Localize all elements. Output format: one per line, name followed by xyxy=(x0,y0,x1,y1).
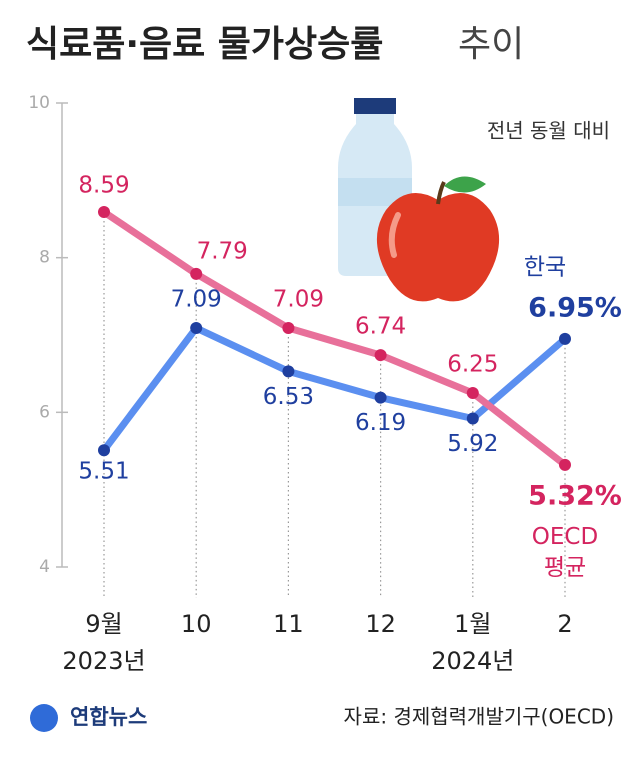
y-tick-label: 4 xyxy=(39,557,50,577)
x-tick-label: 11 xyxy=(273,610,304,638)
data-point xyxy=(559,332,571,345)
value-label: 6.19 xyxy=(355,410,406,436)
data-point xyxy=(190,267,203,280)
value-label: 7.79 xyxy=(197,238,248,264)
value-label: 5.51 xyxy=(78,459,129,485)
x-tick-label: 9월 xyxy=(85,610,122,638)
x-tick-label: 12 xyxy=(365,610,396,638)
data-point xyxy=(190,322,203,335)
value-label: 6.74 xyxy=(355,314,406,340)
data-point xyxy=(282,322,295,335)
series-line xyxy=(102,209,568,468)
value-label: 7.09 xyxy=(273,287,324,313)
x-tick-label: 2 xyxy=(557,610,572,638)
data-point xyxy=(466,387,479,399)
y-tick-label: 10 xyxy=(28,93,50,113)
year-label: 2024년 xyxy=(431,647,514,675)
chart-title: 식료품·음료 물가상승률 xyxy=(26,24,383,65)
value-label: 6.95% xyxy=(528,292,622,323)
legend-korea: 한국 xyxy=(524,255,566,281)
value-label: 8.59 xyxy=(78,173,129,199)
value-label: 6.25 xyxy=(447,352,498,378)
value-label: 6.53 xyxy=(263,384,314,410)
data-point xyxy=(98,206,110,219)
value-label: 5.32% xyxy=(528,480,622,511)
data-point xyxy=(374,391,387,404)
x-tick-label: 10 xyxy=(181,610,212,638)
apple-illustration xyxy=(376,176,500,302)
subtitle: 전년 동월 대비 xyxy=(487,119,610,143)
value-label: 5.92 xyxy=(447,431,498,457)
x-tick-label: 1월 xyxy=(454,610,491,638)
year-label: 2023년 xyxy=(62,647,145,675)
value-label: 7.09 xyxy=(171,287,222,313)
y-tick-label: 8 xyxy=(39,248,50,268)
data-point xyxy=(98,444,110,457)
source: 자료: 경제협력개발기구(OECD) xyxy=(344,705,614,729)
data-point xyxy=(466,412,479,425)
data-point xyxy=(374,349,387,362)
logo: 연합뉴스 xyxy=(70,705,147,729)
logo-icon xyxy=(30,704,58,732)
chart-title-suffix: 추이 xyxy=(458,24,524,65)
data-point xyxy=(559,458,571,471)
data-point xyxy=(282,365,295,378)
legend-oecd: OECD 평균 xyxy=(531,524,599,581)
y-tick-label: 6 xyxy=(39,402,50,422)
